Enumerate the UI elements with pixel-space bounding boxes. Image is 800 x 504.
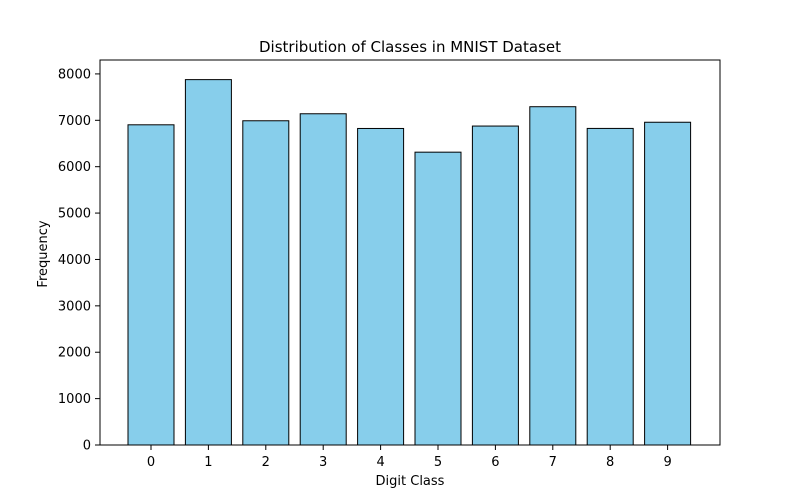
bar-3	[299, 113, 347, 446]
y-tick-label: 5000	[58, 207, 91, 222]
x-tick-label: 0	[147, 455, 155, 470]
chart-title: Distribution of Classes in MNIST Dataset	[259, 38, 561, 56]
bar-1	[184, 79, 232, 446]
y-tick-label: 4000	[58, 253, 91, 268]
y-tick-label: 8000	[58, 67, 91, 82]
x-tick-label: 7	[549, 455, 557, 470]
x-tick-label: 6	[491, 455, 499, 470]
y-axis-label: Frequency	[36, 220, 51, 287]
x-tick-label: 8	[606, 455, 614, 470]
y-tick-label: 3000	[58, 299, 91, 314]
bar-9	[644, 121, 692, 446]
x-axis-label: Digit Class	[376, 474, 445, 489]
y-tick-label: 6000	[58, 160, 91, 175]
x-tick-label: 9	[663, 455, 671, 470]
x-tick-label: 5	[434, 455, 442, 470]
y-tick-label: 7000	[58, 114, 91, 129]
y-tick-label: 2000	[58, 346, 91, 361]
bar-7	[529, 106, 577, 446]
x-tick-label: 2	[262, 455, 270, 470]
bar-0	[127, 124, 175, 446]
y-tick-label: 1000	[58, 392, 91, 407]
bars-layer	[127, 79, 692, 446]
plot-frame	[99, 59, 721, 446]
bar-4	[357, 127, 405, 446]
x-tick-label: 4	[376, 455, 384, 470]
bar-8	[586, 127, 634, 446]
axes-layer: 0 1 2 3 4 5 6 7 8 9 0 1000 2000 3000 4000 5000 6000 7000 8…	[58, 67, 672, 470]
bar-5	[414, 151, 462, 446]
bar-6	[471, 125, 519, 446]
bar-2	[242, 120, 290, 446]
x-tick-label: 1	[204, 455, 212, 470]
y-tick-label: 0	[83, 439, 91, 454]
x-tick-label: 3	[319, 455, 327, 470]
